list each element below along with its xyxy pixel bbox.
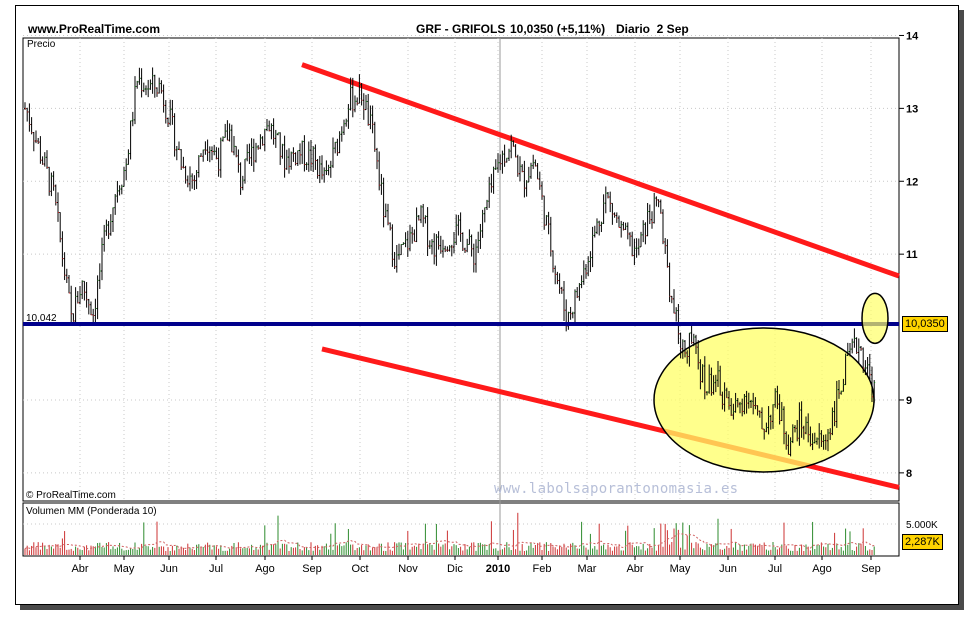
last-price: 10,0350 (+5,11%) — [510, 22, 606, 36]
last-price-box: 10,0350 — [902, 316, 948, 332]
x-tick-label: Feb — [533, 563, 552, 575]
volume-average — [24, 533, 875, 550]
price-series — [24, 67, 876, 457]
breakout-highlight — [861, 292, 889, 345]
y-tick-label: 13 — [906, 103, 918, 115]
x-axis: Abr May Jun Jul Ago Sep Oct Nov Dic 2010 Feb Mar Abr… — [71, 556, 881, 575]
price-panel-label: Precio — [27, 39, 56, 50]
volume-panel-label: Volumen MM (Ponderada 10) — [26, 506, 157, 517]
x-tick-label: Ago — [812, 563, 832, 575]
x-tick-label: Nov — [398, 563, 418, 575]
x-tick-label: Dic — [447, 563, 463, 575]
x-tick-label: Ago — [255, 563, 275, 575]
last-volume-box: 2,287K — [902, 534, 943, 550]
instrument-title: GRF - GRIFOLS — [416, 22, 506, 36]
volume-moving-average — [24, 533, 875, 550]
support-value-label: 10,042 — [26, 313, 57, 324]
x-tick-label: Jul — [768, 563, 782, 575]
y-tick-label: 11 — [906, 249, 918, 261]
x-tick-label: 2010 — [486, 563, 510, 575]
x-tick-label: Mar — [578, 563, 597, 575]
x-tick-label: May — [670, 563, 691, 575]
copyright: © ProRealTime.com — [26, 490, 116, 501]
x-tick-label: May — [114, 563, 135, 575]
y-axis: 151413121198 — [899, 30, 919, 480]
y-tick-label: 12 — [906, 176, 918, 188]
x-tick-label: Sep — [861, 563, 881, 575]
y-tick-label: 8 — [906, 468, 912, 480]
x-tick-label: Abr — [71, 563, 88, 575]
y-tick-label: 14 — [906, 30, 919, 42]
watermark: www.labolsaporantonomasia.es — [494, 481, 739, 497]
channel-upper-line — [301, 62, 900, 279]
volume-tick: 5.000K — [906, 520, 938, 531]
x-tick-label: Abr — [626, 563, 643, 575]
x-tick-label: Sep — [302, 563, 322, 575]
x-tick-label: Jun — [719, 563, 737, 575]
site-title: www.ProRealTime.com — [28, 22, 161, 36]
x-tick-label: Jun — [160, 563, 178, 575]
consolidation-highlight — [653, 327, 875, 473]
volume-bars — [24, 512, 875, 555]
x-tick-label: Jul — [209, 563, 223, 575]
y-tick-label: 9 — [906, 395, 912, 407]
period-label: Diario 2 Sep — [616, 22, 689, 36]
x-tick-label: Oct — [351, 563, 368, 575]
